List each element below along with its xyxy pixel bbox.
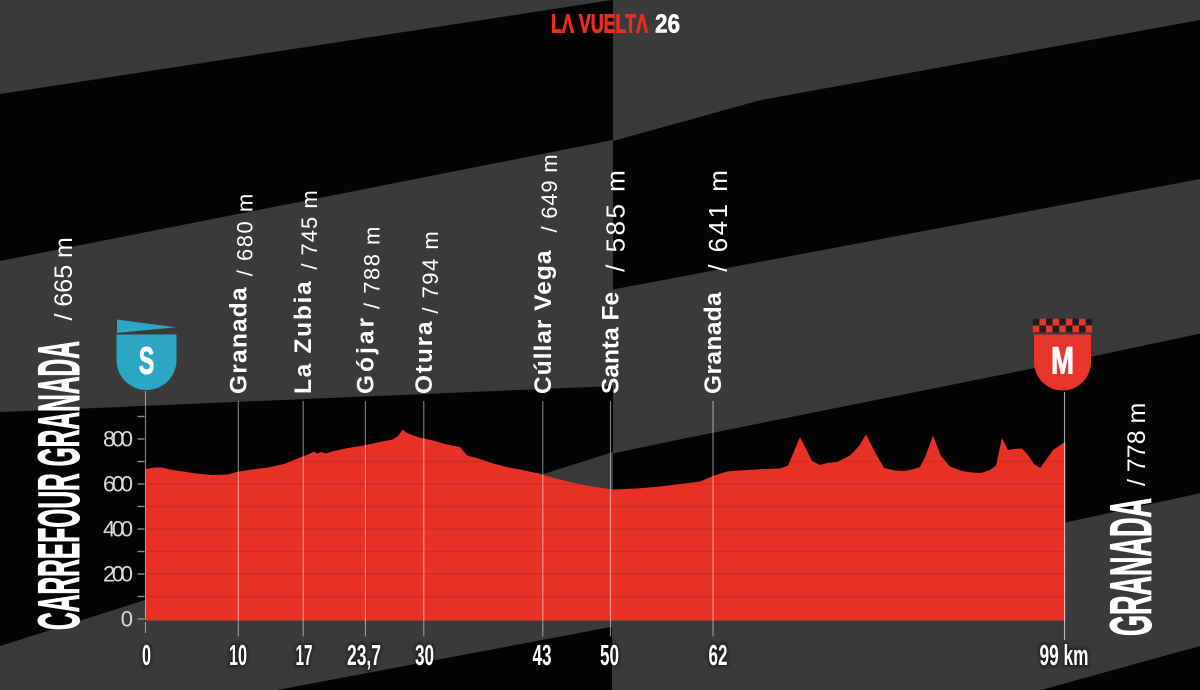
svg-text:62: 62 — [709, 640, 728, 672]
svg-text:43: 43 — [533, 640, 552, 672]
svg-text:600: 600 — [103, 472, 133, 497]
svg-text:26: 26 — [655, 9, 680, 39]
svg-text:GRANADA: GRANADA — [1099, 498, 1164, 636]
svg-text:Otura/ 794 m: Otura/ 794 m — [411, 230, 443, 394]
svg-text:Cúllar Vega/ 649 m: Cúllar Vega/ 649 m — [530, 154, 562, 394]
svg-text:30: 30 — [415, 640, 434, 672]
svg-text:62: 62 — [709, 640, 728, 672]
svg-text:50: 50 — [600, 640, 619, 672]
svg-text:400: 400 — [103, 517, 133, 542]
svg-text:30: 30 — [415, 640, 434, 672]
svg-text:0: 0 — [121, 607, 133, 632]
svg-text:99 km: 99 km — [1040, 640, 1089, 672]
svg-text:0: 0 — [142, 640, 151, 672]
svg-text:17: 17 — [296, 640, 313, 672]
svg-text:/ 665 m: / 665 m — [50, 237, 78, 320]
svg-text:800: 800 — [103, 427, 133, 452]
svg-text:Gójar/ 788 m: Gójar/ 788 m — [352, 225, 384, 394]
svg-text:99 km: 99 km — [1040, 640, 1089, 672]
svg-text:50: 50 — [600, 640, 619, 672]
svg-text:17: 17 — [296, 640, 313, 672]
svg-text:23,7: 23,7 — [347, 640, 381, 672]
svg-text:10: 10 — [229, 640, 247, 672]
svg-text:S: S — [139, 341, 155, 383]
svg-text:200: 200 — [103, 562, 133, 587]
svg-text:M: M — [1051, 341, 1074, 383]
svg-text:10: 10 — [229, 640, 247, 672]
svg-text:/ 778 m: / 778 m — [1123, 403, 1151, 486]
svg-text:Granada/ 680 m: Granada/ 680 m — [225, 192, 257, 394]
svg-text:CARREFOUR GRANADA: CARREFOUR GRANADA — [27, 341, 92, 630]
svg-text:43: 43 — [533, 640, 552, 672]
svg-text:Granada/ 641 m: Granada/ 641 m — [700, 168, 733, 394]
svg-text:0: 0 — [142, 640, 151, 672]
svg-text:23,7: 23,7 — [347, 640, 381, 672]
svg-text:LΛ VUELTΛ: LΛ VUELTΛ — [551, 9, 648, 39]
svg-text:Santa Fe/ 585 m: Santa Fe/ 585 m — [598, 168, 631, 394]
svg-text:La Zubia/ 745 m: La Zubia/ 745 m — [290, 189, 322, 394]
